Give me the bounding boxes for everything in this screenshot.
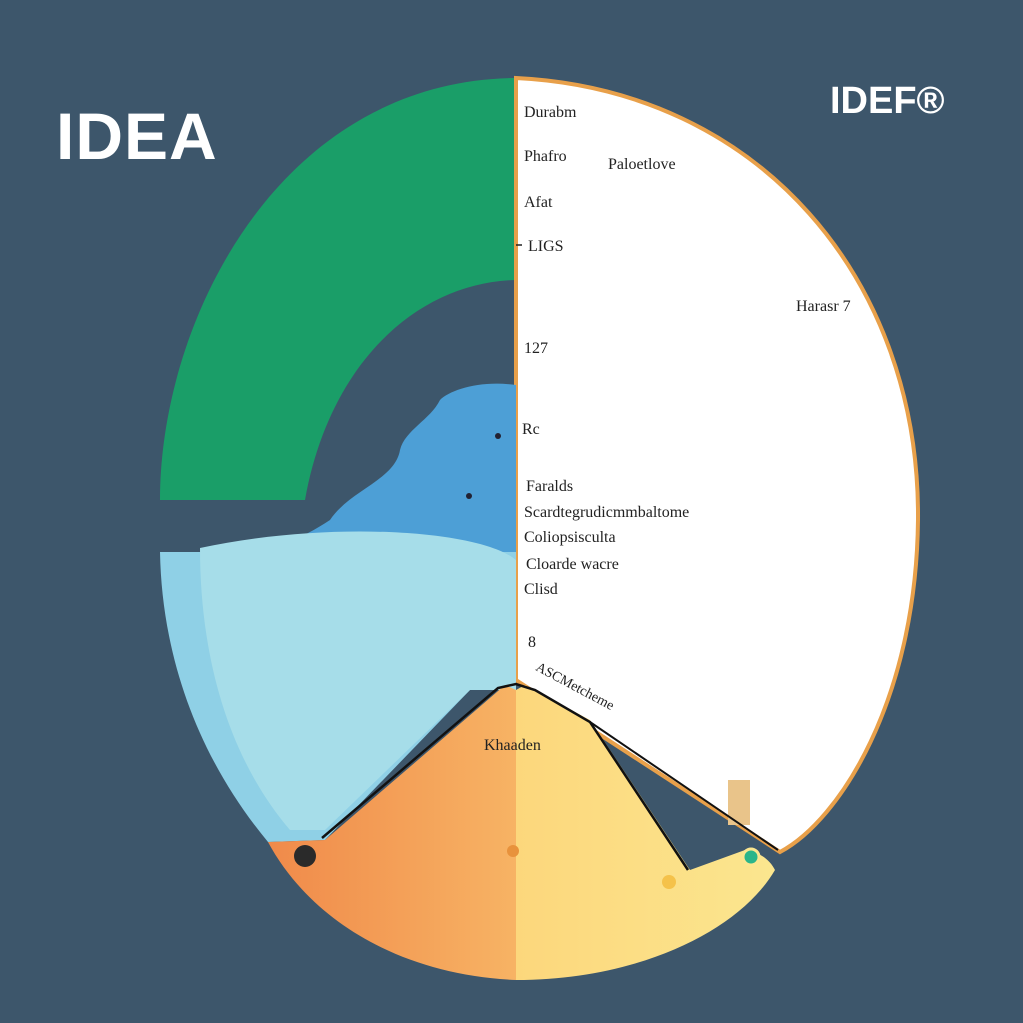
- cream-tab: [728, 780, 750, 825]
- blue-mark-2: [466, 493, 472, 499]
- white-half: [514, 75, 921, 855]
- label-cloarde-wacre: Cloarde wacre: [526, 556, 619, 573]
- label-khaaden: Khaaden: [484, 737, 541, 754]
- label-coliopsisculta: Coliopsisculta: [524, 529, 616, 546]
- label-rc: Rc: [522, 421, 540, 438]
- label-phafro: Phafro: [524, 148, 567, 165]
- title-idef: IDEF®: [830, 80, 945, 122]
- green-dot: [741, 847, 761, 867]
- label-ligs: LIGS: [528, 238, 564, 255]
- label-afat: Afat: [524, 194, 553, 211]
- label-paloetlove: Paloetlove: [608, 156, 676, 173]
- blue-mark-1: [495, 433, 501, 439]
- label-durabm: Durabm: [524, 104, 577, 121]
- label-clisd: Clisd: [524, 581, 558, 598]
- pyramid-right-line: [589, 721, 779, 851]
- light-blue-inner: [200, 531, 516, 830]
- pyramid-outline: [321, 682, 690, 871]
- title-idea: IDEA: [56, 99, 218, 173]
- label-harasr: Harasr 7: [796, 298, 851, 315]
- yellow-segment: [516, 685, 775, 980]
- dark-dot: [294, 845, 316, 867]
- orange-segment: [268, 685, 516, 980]
- label-8: 8: [528, 634, 536, 651]
- label-scardtegrudicmmbaltome: Scardtegrudicmmbaltome: [524, 504, 690, 521]
- label-faralds: Faralds: [526, 478, 574, 495]
- yellow-dot: [662, 875, 676, 889]
- label-127: 127: [524, 340, 548, 357]
- orange-dot: [507, 845, 519, 857]
- green-segment: [160, 78, 516, 500]
